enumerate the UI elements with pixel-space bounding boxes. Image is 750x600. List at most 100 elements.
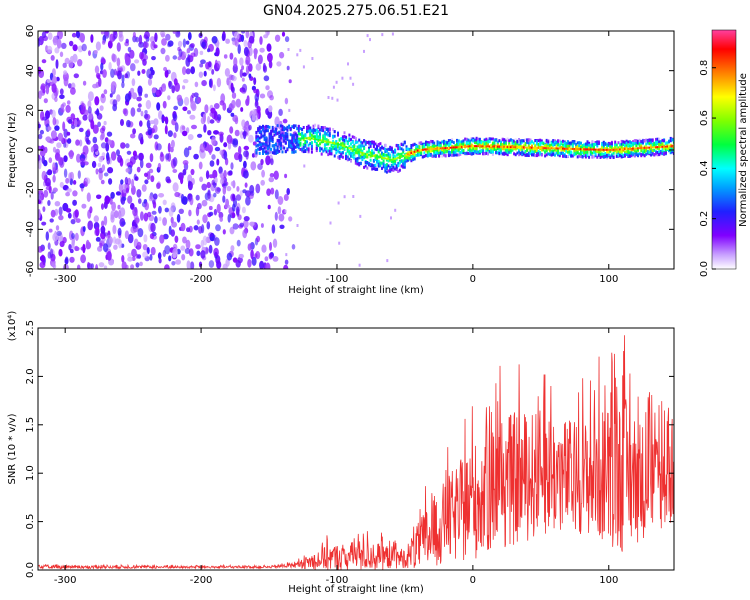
spectrogram-cell (212, 169, 218, 179)
spectrogram-cell (68, 244, 72, 251)
spectrogram-cell (319, 149, 321, 153)
spectrogram-cell (301, 131, 304, 135)
spectrogram-cell (475, 150, 478, 154)
spectrogram-cell (584, 142, 587, 146)
spectrogram-y-tick-label: -40 (25, 221, 36, 237)
spectrogram-cell (262, 134, 264, 138)
spectrogram-cell (271, 151, 274, 155)
spectrogram-cell (281, 128, 284, 131)
spectrogram-cell (266, 144, 269, 148)
spectrogram-cell (327, 133, 330, 137)
spectrogram-cell (284, 137, 287, 141)
spectrogram-cell (219, 100, 225, 106)
spectrogram-cell (597, 153, 600, 157)
spectrogram-cell (232, 114, 239, 123)
spectrogram-cell (443, 153, 445, 157)
spectrogram-cell (615, 143, 618, 147)
spectrogram-cell (263, 34, 269, 39)
spectrogram-cell (359, 140, 362, 144)
spectrogram-cell (462, 151, 465, 155)
spectrogram-cell (617, 150, 620, 154)
spectrogram-cell (268, 252, 273, 260)
spectrogram-cell (547, 145, 550, 149)
spectrogram-cell (485, 139, 488, 143)
spectrogram-cell (358, 162, 361, 165)
spectrogram-cell (372, 164, 375, 168)
spectrogram-cell (323, 148, 326, 152)
spectrogram-cell (403, 158, 406, 162)
spectrogram-cell (211, 69, 215, 75)
spectrogram-cell (55, 225, 60, 231)
spectrogram-cell (181, 125, 186, 130)
spectrogram-cell (337, 143, 339, 145)
spectrogram-cell (273, 146, 276, 150)
spectrogram-cell (410, 146, 413, 150)
spectrogram-cell (208, 61, 212, 68)
colorbar-tick-label: 0.8 (699, 60, 710, 76)
spectrogram-cell (353, 135, 356, 139)
spectrogram-cell (71, 233, 75, 239)
spectrogram-cell (545, 138, 548, 142)
spectrogram-cell (485, 146, 488, 150)
spectrogram-cell (241, 65, 245, 71)
spectrogram-cell (594, 152, 597, 156)
spectrogram-cell (368, 163, 370, 167)
spectrogram-cell (580, 155, 582, 158)
spectrogram-cell (470, 146, 473, 150)
spectrogram-cell (57, 132, 64, 142)
spectrogram-cell (635, 144, 638, 148)
spectrogram-cell (602, 140, 605, 144)
spectrogram-cell (87, 100, 92, 108)
spectrogram-cell (101, 93, 105, 99)
spectrogram-cell (426, 148, 429, 151)
spectrogram-cell (138, 34, 143, 45)
spectrogram-cell (485, 151, 488, 155)
spectrogram-cell (227, 213, 231, 223)
spectrogram-cell (504, 149, 507, 153)
spectrogram-cell (637, 147, 639, 150)
spectrogram-cell (82, 243, 86, 254)
spectrogram-cell (187, 134, 194, 141)
spectrogram-cell (70, 87, 76, 95)
spectrogram-cell (253, 51, 257, 60)
spectrogram-cell (102, 243, 109, 253)
spectrogram-cell (475, 138, 478, 142)
snr-x-tick-label: 100 (599, 575, 618, 586)
spectrogram-cell (72, 199, 77, 206)
spectrogram-cell (343, 135, 346, 138)
spectrogram-cell (178, 208, 184, 214)
spectrogram-cell (369, 158, 372, 162)
spectrogram-cell (371, 163, 374, 167)
spectrogram-cell (459, 151, 462, 154)
spectrogram-cell (599, 148, 602, 151)
spectrogram-cell (38, 246, 44, 253)
spectrogram-cell (469, 145, 472, 148)
spectrogram-cell (459, 146, 462, 150)
spectrogram-cell (398, 147, 401, 151)
spectrogram-cell (286, 125, 289, 129)
spectrogram-cell (410, 152, 413, 154)
spectrogram-cell (438, 143, 441, 147)
spectrogram-cell (43, 189, 49, 198)
spectrogram-cell (241, 77, 245, 82)
spectrogram-cell (560, 147, 563, 150)
spectrogram-cell (301, 148, 304, 152)
spectrogram-cell (180, 222, 186, 232)
spectrogram-cell (55, 59, 59, 69)
spectrogram-cell (441, 140, 444, 144)
spectrogram-cell (289, 140, 292, 143)
spectrogram-cell (635, 147, 638, 150)
spectrogram-cell (633, 148, 636, 152)
spectrogram-cell (225, 38, 231, 44)
spectrogram-cell (444, 154, 447, 158)
spectrogram-cell (436, 151, 439, 155)
spectrogram-cell (302, 65, 305, 69)
spectrogram-cell (70, 55, 75, 62)
spectrogram-cell (194, 81, 199, 88)
spectrogram-cell (271, 144, 274, 148)
spectrogram-cell (168, 255, 172, 262)
spectrogram-cell (165, 33, 171, 41)
spectrogram-cell (310, 147, 313, 151)
spectrogram-cell (199, 50, 204, 56)
spectrogram-cell (501, 138, 504, 142)
